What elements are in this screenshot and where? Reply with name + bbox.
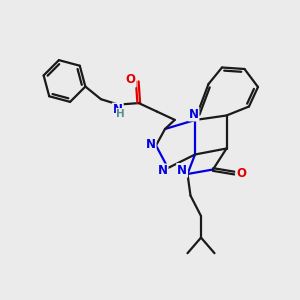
Text: N: N (146, 137, 156, 151)
Text: H: H (116, 109, 125, 118)
Text: N: N (177, 164, 187, 177)
Text: O: O (236, 167, 246, 180)
Text: N: N (113, 103, 123, 116)
Text: O: O (126, 74, 136, 86)
Text: N: N (158, 164, 168, 178)
Text: N: N (188, 107, 199, 121)
